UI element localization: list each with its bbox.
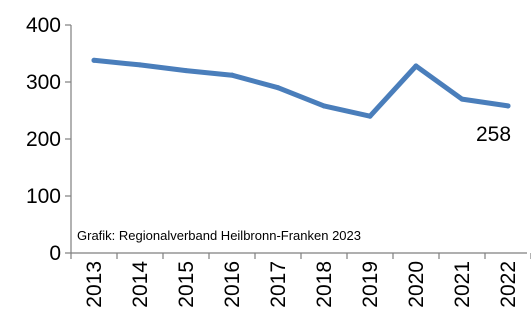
x-tick-label-2018: 2018 bbox=[313, 261, 336, 308]
data-point-2015 bbox=[183, 68, 189, 74]
data-point-2020 bbox=[413, 63, 419, 69]
y-tick-label-300: 300 bbox=[26, 71, 61, 94]
x-tick-label-2017: 2017 bbox=[267, 261, 290, 308]
data-point-2016 bbox=[229, 72, 235, 78]
x-tick-label-2022: 2022 bbox=[497, 261, 520, 308]
x-tick-label-2019: 2019 bbox=[359, 261, 382, 308]
series-line bbox=[91, 57, 511, 119]
axes bbox=[70, 25, 527, 254]
x-tick-label-2013: 2013 bbox=[83, 261, 106, 308]
y-tick-label-100: 100 bbox=[26, 185, 61, 208]
x-tick-label-2014: 2014 bbox=[129, 261, 152, 308]
data-point-2022 bbox=[505, 103, 511, 109]
x-tick-label-2021: 2021 bbox=[451, 261, 474, 308]
data-point-2021 bbox=[459, 96, 465, 102]
data-point-2014 bbox=[137, 62, 143, 68]
series-points bbox=[91, 57, 511, 119]
y-ticks: 0 100 200 300 400 bbox=[26, 14, 71, 265]
data-point-2019 bbox=[367, 113, 373, 119]
data-point-2017 bbox=[275, 85, 281, 91]
data-label-2022: 258 bbox=[476, 123, 511, 146]
source-annotation: Grafik: Regionalverband Heilbronn-Franke… bbox=[77, 228, 361, 243]
y-tick-label-400: 400 bbox=[26, 14, 61, 37]
x-tick-label-2015: 2015 bbox=[175, 261, 198, 308]
y-tick-label-200: 200 bbox=[26, 128, 61, 151]
y-tick-label-0: 0 bbox=[49, 242, 61, 265]
data-point-2018 bbox=[321, 103, 327, 109]
x-tick-label-2020: 2020 bbox=[405, 261, 428, 308]
data-point-2013 bbox=[91, 57, 97, 63]
x-ticks: 2013 2014 2015 2016 2017 2018 2019 2020 2021 2022 bbox=[70, 253, 531, 308]
x-tick-label-2016: 2016 bbox=[221, 261, 244, 308]
